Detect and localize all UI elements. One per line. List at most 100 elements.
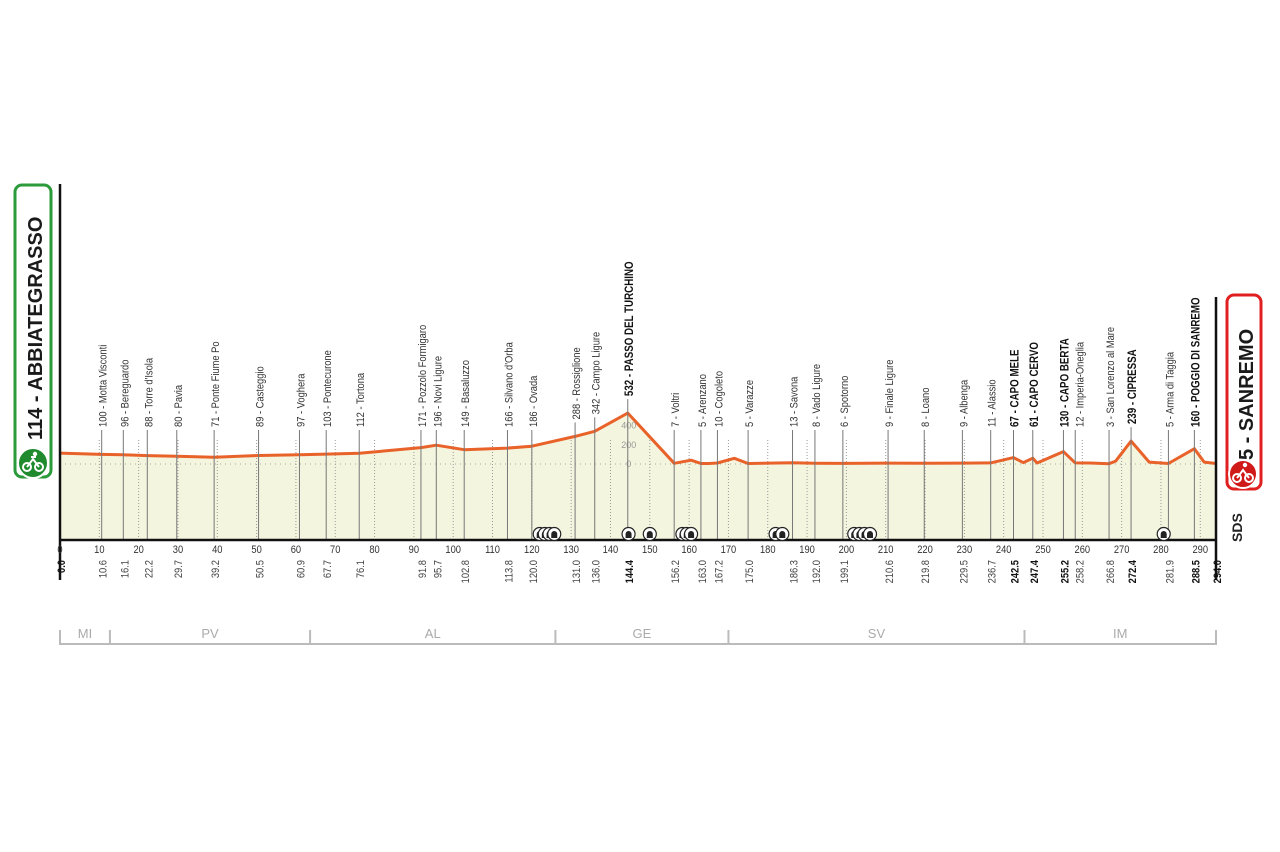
tunnel-icon-arch (688, 531, 695, 538)
x-tick-label: 220 (917, 544, 933, 556)
x-tick-label: 80 (369, 544, 380, 556)
x-tick-label: 230 (957, 544, 973, 556)
km-label: 29.7 (173, 560, 185, 578)
waypoint-label: 8 - Vado Ligure (811, 364, 823, 427)
province-label: SV (868, 626, 886, 641)
finish-badge: 5 - SANREMO (1225, 293, 1263, 491)
province-label: GE (633, 626, 652, 641)
km-label: 199.1 (839, 560, 851, 584)
km-label: 210.6 (884, 560, 896, 584)
waypoint-label: 6 - Spotorno (839, 375, 851, 427)
waypoint-label: 5 - Arenzano (697, 374, 709, 427)
km-label: 50.5 (255, 560, 267, 578)
tunnel-icon-arch (646, 531, 653, 538)
start-badge: 114 - ABBIATEGRASSO (13, 183, 53, 479)
elevation-profile-line (59, 411, 1217, 466)
km-label: 294.0 (1212, 560, 1224, 584)
km-label: 76.1 (356, 560, 368, 578)
x-tick-label: 180 (760, 544, 776, 556)
finish-label: 5 - SANREMO (1236, 329, 1258, 460)
x-tick-label: 40 (212, 544, 223, 556)
tunnel-icon (1156, 526, 1171, 542)
waypoint-label: 186 - Ovada (528, 375, 540, 427)
km-label: 39.2 (211, 560, 223, 578)
waypoint-label: 67 - CAPO MELE (1009, 349, 1022, 427)
waypoint-label: 160 - POGGIO DI SANREMO (1190, 297, 1203, 427)
km-label: 258.2 (1075, 560, 1087, 584)
km-label: 156.2 (671, 560, 683, 584)
x-tick-label: 0 (57, 544, 62, 556)
waypoint-label: 97 - Voghera (296, 373, 308, 427)
waypoint-label: 288 - Rossiglione (571, 347, 583, 419)
km-label: 102.8 (461, 560, 473, 584)
waypoint-label: 9 - Finale Ligure (884, 359, 896, 427)
km-label: 192.0 (811, 560, 823, 584)
waypoint-label: 80 - Pavia (173, 385, 185, 427)
km-label: 67.7 (323, 560, 335, 578)
km-label: 281.9 (1165, 560, 1177, 584)
province-label: MI (78, 626, 92, 641)
tunnel-icon (642, 526, 657, 542)
elevation-tick-label: 200 (621, 440, 636, 450)
waypoint-label: 10 - Cogoleto (714, 371, 726, 427)
tunnel-icon (683, 526, 699, 542)
tunnel-icon (862, 526, 878, 542)
x-tick-label: 100 (445, 544, 461, 556)
waypoint-label: 13 - Savona (789, 376, 801, 427)
km-label: 136.0 (591, 560, 603, 584)
waypoint-label: 3 - San Lorenzo al Mare (1105, 327, 1117, 427)
cyclist-icon (17, 447, 49, 479)
km-label: 288.5 (1191, 560, 1203, 584)
sds-logo: SDS (1229, 513, 1245, 542)
km-label: 175.0 (744, 560, 756, 584)
x-tick-label: 20 (133, 544, 144, 556)
waypoint-label: 149 - Basaluzzo (461, 360, 473, 427)
km-label: 144.4 (624, 560, 636, 584)
x-tick-label: 290 (1192, 544, 1208, 556)
x-tick-label: 240 (996, 544, 1012, 556)
x-tick-label: 70 (330, 544, 341, 556)
x-tick-label: 30 (173, 544, 184, 556)
waypoint-label: 9 - Albenga (959, 379, 971, 427)
x-tick-label: 260 (1075, 544, 1091, 556)
x-tick-label: 160 (681, 544, 697, 556)
x-tick-label: 130 (563, 544, 579, 556)
km-label: 10.6 (98, 560, 110, 578)
waypoint-label: 61 - CAPO CERVO (1028, 342, 1041, 427)
x-tick-label: 110 (485, 544, 500, 556)
waypoint-label: 12 - Imperia-Oneglia (1075, 342, 1087, 427)
km-label: 229.5 (959, 560, 971, 584)
x-tick-label: 140 (603, 544, 619, 556)
waypoint-label: 7 - Voltri (671, 393, 683, 427)
km-label: 247.4 (1029, 560, 1041, 584)
km-label: 131.0 (571, 560, 583, 584)
waypoint-label: 130 - CAPO BERTA (1059, 338, 1072, 427)
km-label: 16.1 (120, 560, 132, 578)
waypoint-label: 71 - Ponte Fiume Po (211, 341, 223, 427)
x-tick-label: 60 (291, 544, 302, 556)
elevation-tick-label: 400 (621, 421, 636, 431)
profile-area (60, 413, 1216, 540)
tunnel-icon-arch (1160, 531, 1167, 538)
km-label: 60.9 (296, 560, 308, 578)
tunnel-icon-arch (866, 531, 873, 538)
km-label: 163.0 (697, 560, 709, 584)
start-label: 114 - ABBIATEGRASSO (25, 217, 47, 440)
tunnel-icon-arch (625, 531, 632, 538)
km-label: 113.8 (504, 560, 516, 583)
km-label: 120.0 (528, 560, 540, 584)
waypoint-label: 532 - PASSO DEL TURCHINO (623, 261, 636, 396)
tunnel-icon-arch (551, 531, 558, 538)
x-tick-label: 170 (721, 544, 737, 556)
waypoint-label: 239 - CIPRESSA (1126, 349, 1139, 424)
x-tick-label: 250 (1035, 544, 1051, 556)
x-tick-label: 200 (839, 544, 855, 556)
x-tick-label: 280 (1153, 544, 1169, 556)
waypoint-label: 342 - Campo Ligure (591, 331, 603, 414)
waypoint-label: 11 - Alassio (987, 379, 999, 427)
km-label: 219.8 (921, 560, 933, 584)
province-label: PV (201, 626, 219, 641)
km-label: 255.2 (1060, 560, 1072, 584)
x-tick-label: 10 (94, 544, 105, 556)
